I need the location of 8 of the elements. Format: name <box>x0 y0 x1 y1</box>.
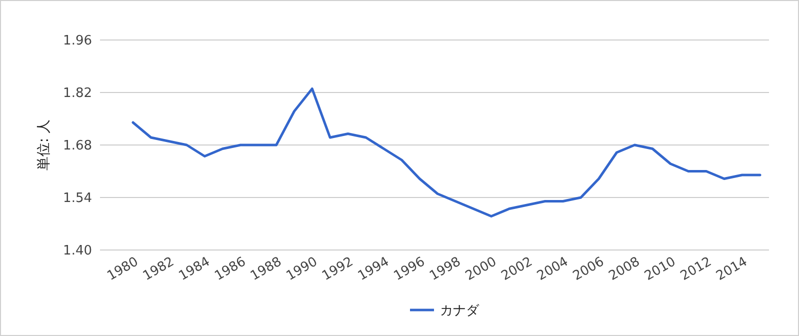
line-series <box>132 88 762 218</box>
y-tick-label: 1.54 <box>63 191 92 206</box>
y-tick-label: 1.82 <box>63 86 92 102</box>
legend-label: カナダ <box>440 304 480 319</box>
y-tick-label: 1.40 <box>63 244 92 259</box>
y-tick-label: 1.68 <box>63 138 92 154</box>
y-axis-title: 単位: 人 <box>36 119 52 171</box>
y-tick-label: 1.96 <box>63 34 92 49</box>
